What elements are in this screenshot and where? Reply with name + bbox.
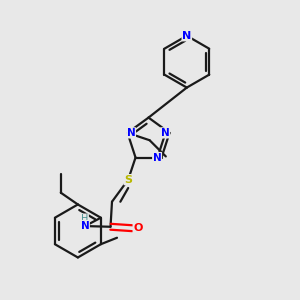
Text: S: S	[124, 175, 132, 184]
Text: N: N	[127, 128, 135, 138]
Text: N: N	[161, 128, 170, 138]
Text: N: N	[80, 220, 89, 231]
Text: N: N	[153, 153, 161, 163]
Text: H: H	[81, 214, 88, 224]
Text: N: N	[182, 31, 191, 41]
Text: O: O	[133, 223, 142, 233]
